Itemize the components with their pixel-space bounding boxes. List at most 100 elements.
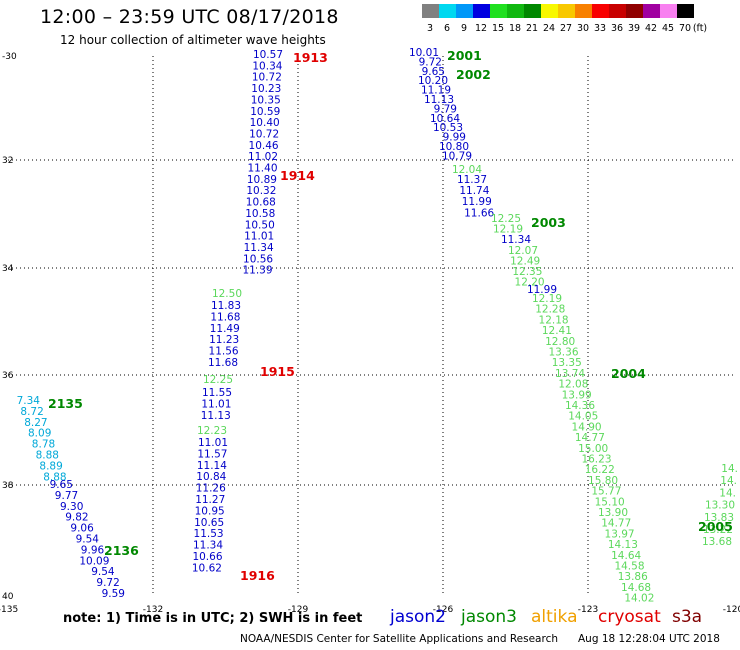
wave-height-value: 9.65	[50, 479, 73, 491]
wave-height-value: 10.72	[252, 72, 282, 84]
scale-swatch	[643, 4, 660, 18]
wave-height-value: 12.49	[510, 256, 540, 268]
scale-label: 12	[474, 23, 488, 34]
pass-marker: 2004	[611, 366, 646, 381]
latitude-label: 34	[2, 264, 14, 274]
wave-height-value: 10.58	[245, 208, 275, 220]
wave-height-value: 11.19	[421, 85, 451, 97]
scale-label: 3	[426, 23, 434, 34]
graticule: -30 32 34 36 38 40 -135 -132 -129 -126 -123 -120	[0, 52, 740, 615]
wave-height-value: 10.79	[442, 150, 472, 162]
page-subtitle: 12 hour collection of altimeter wave hei…	[60, 33, 326, 47]
wave-height-value: 11.01	[201, 398, 231, 410]
scale-label: 36	[610, 23, 624, 34]
scale-label: 18	[508, 23, 522, 34]
latitude-label: 36	[2, 371, 14, 381]
latitude-label: 38	[2, 481, 14, 491]
pass-marker: 2135	[48, 396, 83, 411]
wave-height-value: 11.40	[247, 163, 277, 175]
wave-height-value: 8.27	[24, 417, 47, 429]
wave-height-value: 11.37	[457, 174, 487, 186]
mission-label: jason3	[461, 607, 517, 627]
wave-height-value: 12.20	[515, 277, 545, 289]
wave-height-value: 15.77	[591, 486, 621, 498]
wave-height-value: 11.83	[211, 300, 241, 312]
wave-height-value: 11.99	[462, 196, 492, 208]
footer-note: note: 1) Time is in UTC; 2) SWH is in fe…	[63, 611, 363, 626]
scale-label: 9	[460, 23, 468, 34]
wave-height-value: 9.65	[422, 66, 445, 78]
page-title: 12:00 – 23:59 UTC 08/17/2018	[40, 6, 339, 28]
wave-height-value: 10.46	[249, 140, 279, 152]
generated-timestamp: Aug 18 12:28:04 UTC 2018	[578, 633, 720, 645]
wave-height-value: 14.77	[601, 518, 631, 530]
latitude-label: 40	[2, 592, 14, 602]
wave-height-value: 9.72	[419, 56, 442, 68]
wave-height-value: 8.89	[39, 460, 62, 472]
scale-swatch	[422, 4, 439, 18]
wave-height-value: 13.83	[704, 512, 734, 524]
wave-height-value: 11.49	[210, 323, 240, 335]
scale-label: 42	[644, 23, 658, 34]
wave-height-value: 10.53	[433, 122, 463, 134]
wave-height-value: 10.72	[249, 128, 279, 140]
wave-height-value: 14.64	[611, 550, 641, 562]
wave-height-value: 11.13	[424, 94, 454, 106]
wave-height-value: 10.89	[247, 174, 277, 186]
pass-marker: 1913	[293, 50, 328, 65]
wave-height-value: 10.34	[252, 60, 282, 72]
wave-height-value: 14.02	[624, 593, 654, 605]
wave-height-value: 12.23	[197, 425, 227, 437]
wave-height-value: 13.86	[618, 571, 648, 583]
wave-height-value: 14.58	[614, 561, 644, 573]
pass-markers: 1913 1914 1915 1916 2001 2002 2003 2004 2005 2135…	[48, 48, 733, 583]
wave-height-value: 8.88	[43, 471, 66, 483]
wave-height-value: 14.36	[565, 400, 595, 412]
wave-height-value: 10.80	[439, 141, 469, 153]
scale-label: 27	[559, 23, 573, 34]
wave-height-value: 8.78	[32, 439, 55, 451]
wave-height-value: 12.25	[203, 374, 233, 386]
wave-height-value: 13.68	[702, 536, 732, 548]
wave-height-value: 9.82	[65, 512, 88, 524]
pass-marker: 1916	[240, 568, 275, 583]
wave-height-value: 14.13	[608, 539, 638, 551]
wave-height-value: 11.57	[197, 448, 227, 460]
scale-swatch	[609, 4, 626, 18]
wave-height-value: 11.14	[197, 460, 227, 472]
wave-height-value: 10.20	[418, 75, 448, 87]
wave-height-value: 10.66	[192, 551, 222, 563]
wave-height-value: 9.99	[443, 132, 466, 144]
wave-height-value: 11.27	[195, 494, 225, 506]
scale-label: 39	[627, 23, 641, 34]
wave-height-value: 10.50	[245, 219, 275, 231]
altimeter-tracks: 10.5710.3410.7210.2310.3510.5910.4010.72…	[17, 47, 738, 605]
wave-height-value: 14.	[721, 463, 738, 475]
wave-height-value: 11.68	[210, 311, 240, 323]
wave-height-value: 14.68	[621, 582, 651, 594]
scale-swatch	[507, 4, 524, 18]
wave-height-value: 11.56	[209, 346, 239, 358]
wave-height-value: 7.34	[17, 395, 41, 407]
mission-label: altika	[531, 607, 578, 627]
scale-label: 33	[593, 23, 607, 34]
scale-swatch	[456, 4, 473, 18]
credit-line: NOAA/NESDIS Center for Satellite Applica…	[240, 633, 558, 645]
scale-label: 21	[525, 23, 539, 34]
wave-height-value: 10.62	[192, 562, 222, 574]
wave-height-value: 11.01	[198, 437, 228, 449]
wave-height-value: 11.02	[248, 151, 278, 163]
wave-height-value: 10.23	[251, 83, 281, 95]
wave-height-value: 9.59	[102, 588, 125, 600]
wave-height-value: 14.05	[568, 411, 598, 423]
wave-height-value: 15.80	[588, 475, 618, 487]
scale-swatch	[524, 4, 541, 18]
wave-height-value: 11.99	[527, 284, 557, 296]
wave-height-value: 10.57	[253, 49, 283, 61]
pass-marker: 2001	[447, 48, 482, 63]
longitude-label: -120	[723, 605, 740, 615]
longitude-label: -129	[288, 605, 309, 615]
scale-label: 15	[491, 23, 505, 34]
